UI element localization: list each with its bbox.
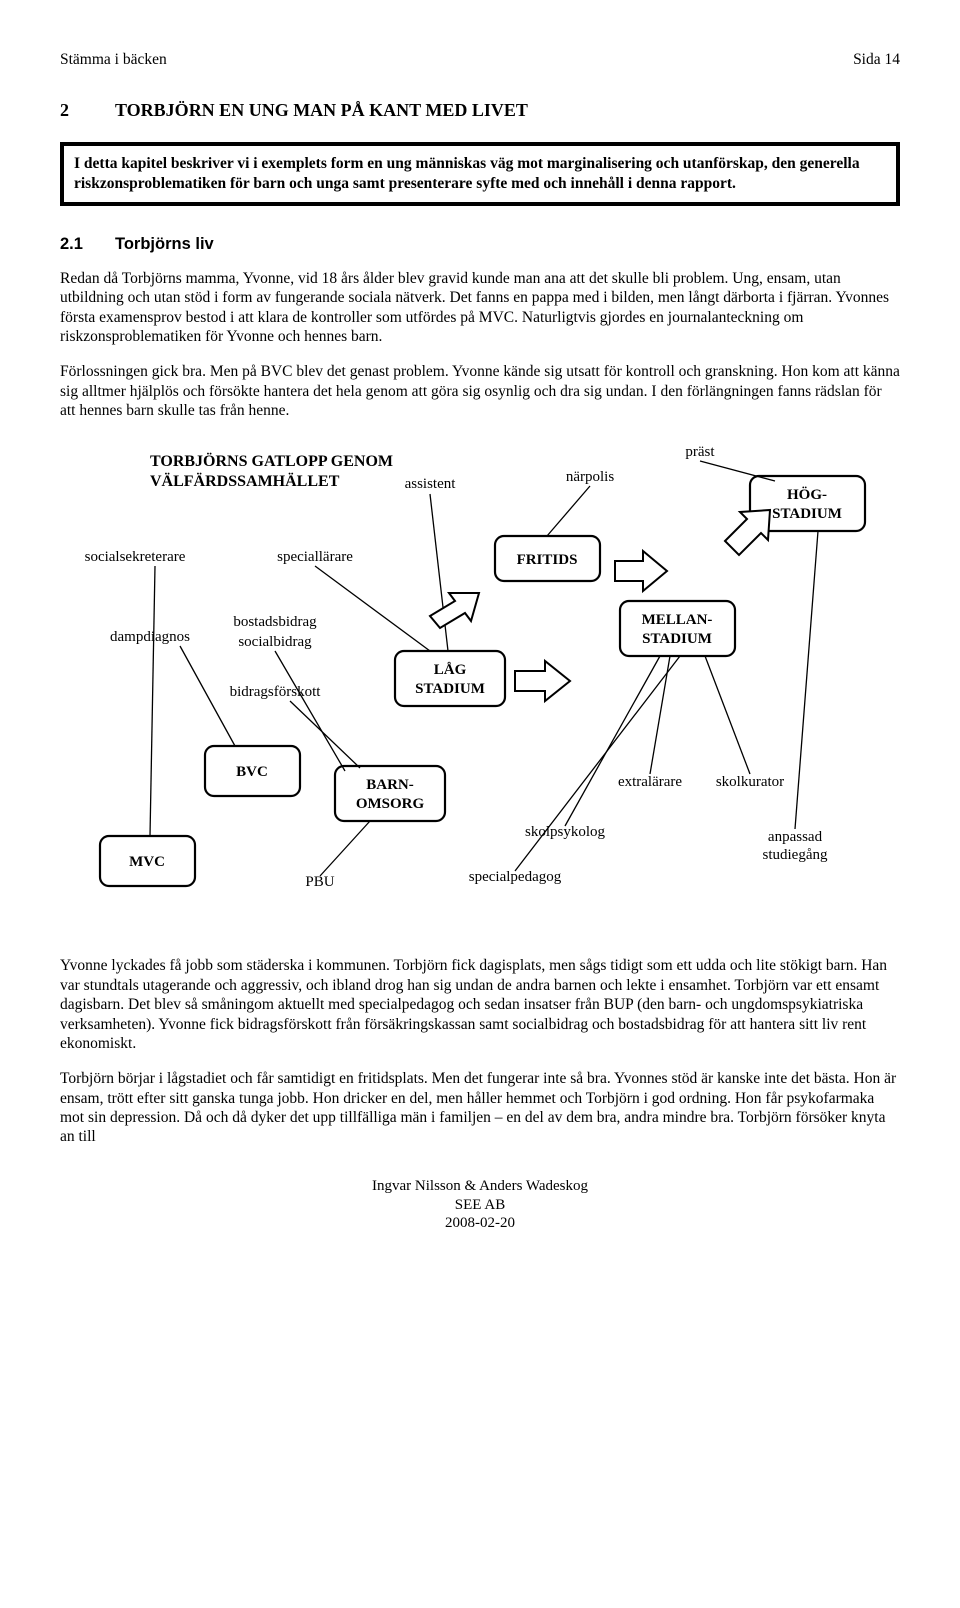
label-specialpedagog: specialpedagog (469, 869, 562, 885)
intro-box: I detta kapitel beskriver vi i exemplets… (60, 142, 900, 206)
label-pbu: PBU (305, 874, 334, 890)
label-bostadsbidrag: bostadsbidrag (233, 614, 317, 630)
node-mellanstadium (620, 601, 735, 656)
node-barn-2: OMSORG (356, 796, 425, 812)
diagram: TORBJÖRNS GATLOPP GENOM VÄLFÄRDSSAMHÄLLE… (60, 436, 900, 926)
label-skolpsykolog: skolpsykolog (525, 824, 606, 840)
label-skolkurator: skolkurator (716, 774, 784, 790)
label-dampdiagnos: dampdiagnos (110, 629, 190, 645)
chapter-number: 2 (60, 99, 115, 122)
label-narpolis: närpolis (566, 469, 614, 485)
node-lag-2: STADIUM (415, 681, 485, 697)
footer-line-3: 2008-02-20 (60, 1214, 900, 1233)
page-footer: Ingvar Nilsson & Anders Wadeskog SEE AB … (60, 1177, 900, 1233)
chapter-title: TORBJÖRN EN UNG MAN PÅ KANT MED LIVET (115, 99, 528, 122)
label-speciallarare: speciallärare (277, 549, 353, 565)
label-prast: präst (685, 444, 715, 460)
node-lagstadium (395, 651, 505, 706)
page-header: Stämma i bäcken Sida 14 (60, 50, 900, 69)
label-socialsekreterare: socialsekreterare (85, 549, 186, 565)
node-barnomsorg (335, 766, 445, 821)
label-assistent: assistent (405, 476, 457, 492)
sub-number: 2.1 (60, 234, 115, 255)
node-lag-1: LÅG (434, 662, 467, 678)
label-socialbidrag: socialbidrag (238, 634, 312, 650)
label-extralarare: extralärare (618, 774, 682, 790)
chapter-heading: 2 TORBJÖRN EN UNG MAN PÅ KANT MED LIVET (60, 99, 900, 122)
arrow-icon (725, 510, 770, 555)
paragraph-4: Torbjörn börjar i lågstadiet och får sam… (60, 1069, 900, 1147)
paragraph-3: Yvonne lyckades få jobb som städerska i … (60, 956, 900, 1053)
label-anpassad-1: anpassad (768, 829, 823, 845)
sub-title: Torbjörns liv (115, 234, 214, 255)
node-mellan-1: MELLAN- (642, 612, 713, 628)
node-mellan-2: STADIUM (642, 631, 712, 647)
footer-line-2: SEE AB (60, 1196, 900, 1215)
diagram-title-1: TORBJÖRNS GATLOPP GENOM (150, 452, 393, 470)
node-barn-1: BARN- (366, 777, 414, 793)
node-mvc-text: MVC (129, 854, 165, 870)
node-fritids-text: FRITIDS (517, 552, 578, 568)
node-bvc-text: BVC (236, 764, 268, 780)
header-left: Stämma i bäcken (60, 50, 167, 69)
arrow-icon (515, 661, 570, 701)
paragraph-2: Förlossningen gick bra. Men på BVC blev … (60, 362, 900, 420)
subheading: 2.1 Torbjörns liv (60, 234, 900, 255)
node-hog-2: STADIUM (772, 506, 842, 522)
header-right: Sida 14 (853, 50, 900, 69)
arrow-icon (615, 551, 667, 591)
footer-line-1: Ingvar Nilsson & Anders Wadeskog (60, 1177, 900, 1196)
diagram-title-2: VÄLFÄRDSSAMHÄLLET (150, 472, 340, 490)
node-hog-1: HÖG- (787, 486, 827, 503)
arrow-icon (430, 593, 479, 628)
paragraph-1: Redan då Torbjörns mamma, Yvonne, vid 18… (60, 269, 900, 347)
label-bidragsforskott: bidragsförskott (230, 684, 322, 700)
label-anpassad-2: studiegång (763, 847, 828, 863)
